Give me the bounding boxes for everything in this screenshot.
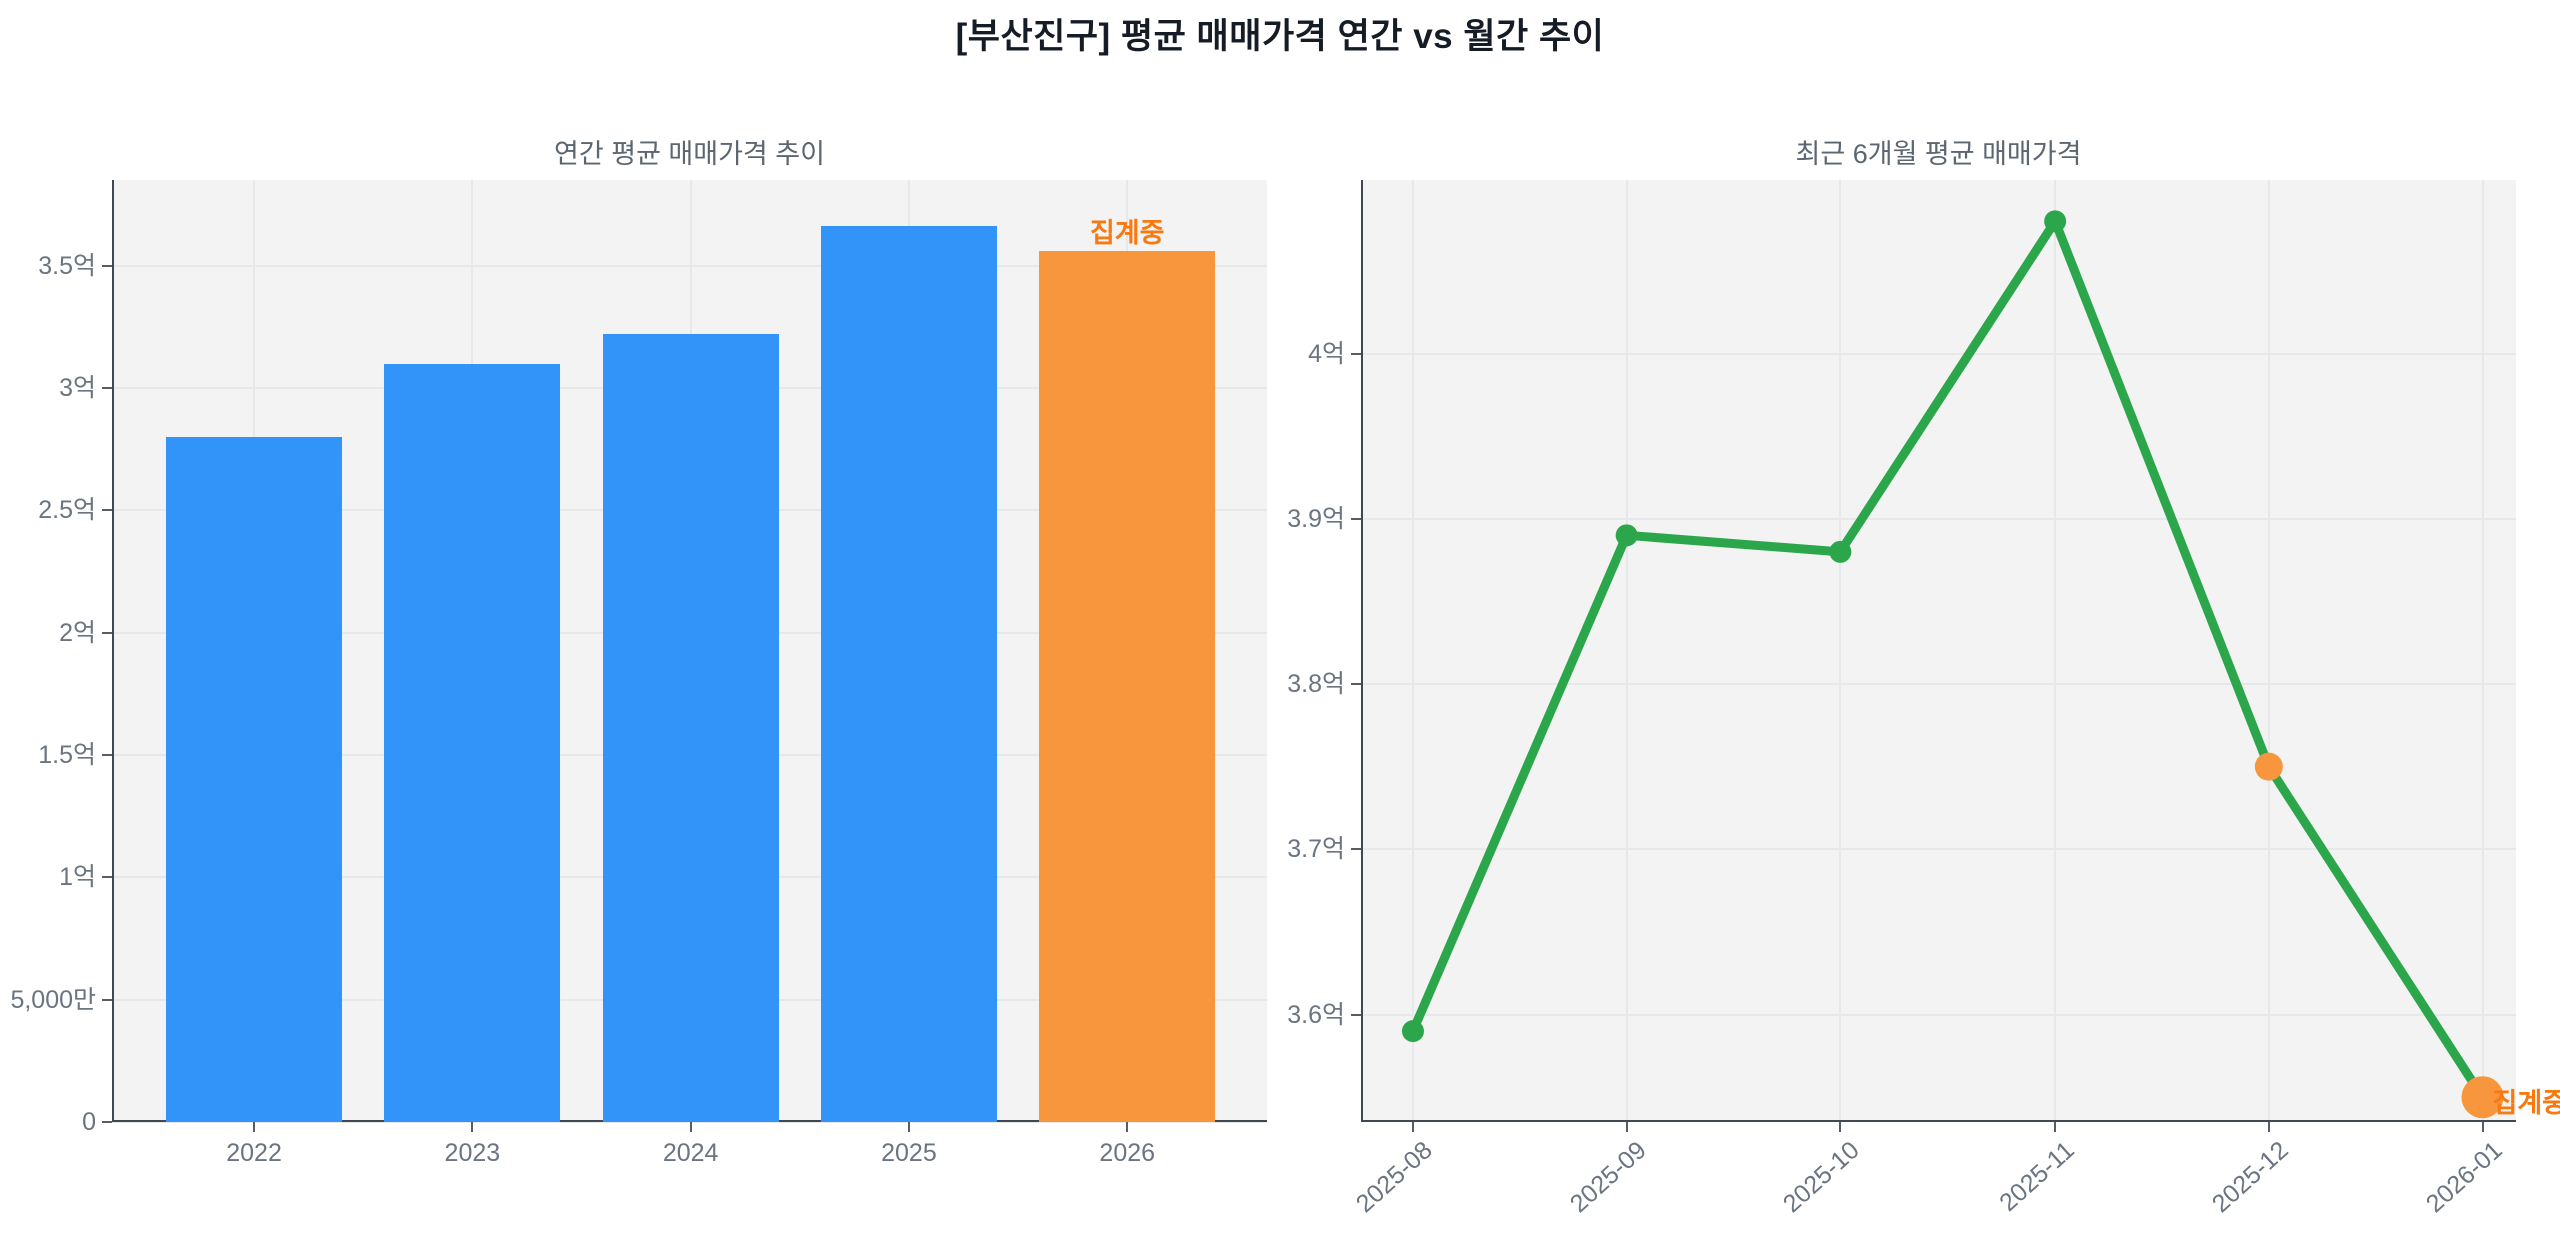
gridline-horizontal [112, 1121, 1267, 1123]
x-axis-tick-label: 2026-01 [2420, 1136, 2508, 1219]
line-chart-plot-area [1361, 180, 2516, 1122]
y-tickmark [102, 386, 112, 389]
x-axis-tick-label: 2022 [226, 1139, 282, 1167]
x-axis-tick-label: 2025 [881, 1139, 937, 1167]
bar-2024 [602, 334, 779, 1122]
y-tickmark [102, 264, 112, 267]
line-chart-title: 최근 6개월 평균 매매가격 [1795, 139, 2082, 169]
x-axis-spine [1361, 1120, 2516, 1122]
x-tickmark [2267, 1122, 2270, 1132]
gridline-vertical [2267, 180, 2270, 1122]
x-axis-tick-label: 2025-08 [1350, 1136, 1438, 1219]
y-tickmark [1351, 848, 1361, 851]
y-axis-tick-label: 2.5억 [38, 496, 96, 525]
x-tickmark [1411, 1122, 1414, 1132]
x-tickmark [907, 1122, 910, 1132]
y-axis-tick-label: 3.5억 [38, 251, 96, 280]
x-axis-tick-label: 2025-09 [1564, 1136, 1652, 1219]
x-tickmark [1839, 1122, 1842, 1132]
gridline-horizontal [1361, 517, 2516, 520]
x-tickmark [1126, 1122, 1129, 1132]
x-tickmark [2054, 1122, 2057, 1132]
gridline-vertical [1411, 180, 1414, 1122]
y-axis-tick-label: 5,000만 [10, 985, 96, 1014]
y-axis-spine [1361, 180, 1363, 1122]
bar-2025 [820, 226, 997, 1122]
trend-line [1408, 216, 2488, 1102]
y-tickmark [102, 631, 112, 634]
data-point-2025-10 [1829, 540, 1852, 563]
gridline-horizontal [1361, 683, 2516, 686]
x-tickmark [253, 1122, 256, 1132]
y-axis-tick-label: 3억 [59, 373, 96, 402]
y-axis-tick-label: 0 [82, 1108, 96, 1136]
y-axis-tick-label: 1.5억 [38, 740, 96, 769]
y-axis-tick-label: 1억 [59, 863, 96, 892]
gridline-vertical [2481, 180, 2484, 1122]
data-point-2025-11 [2044, 210, 2067, 233]
x-tickmark [471, 1122, 474, 1132]
y-axis-tick-label: 2억 [59, 618, 96, 647]
gridline-horizontal [1361, 848, 2516, 851]
data-point-2025-08 [1401, 1020, 1424, 1043]
bar-chart-title: 연간 평균 매매가격 추이 [554, 139, 825, 169]
y-tickmark [1351, 1013, 1361, 1016]
x-axis-tick-label: 2025-10 [1778, 1136, 1866, 1219]
bar-annotation-in-progress: 집계중 [1089, 217, 1165, 248]
main-title: [부산진구] 평균 매매가격 연간 vs 월간 추이 [955, 17, 1605, 56]
x-axis-tick-label: 2025-12 [2206, 1136, 2294, 1219]
gridline-vertical [1839, 180, 1842, 1122]
trend-line-chart [1401, 210, 2504, 1119]
y-tickmark [102, 998, 112, 1001]
y-tickmark [102, 753, 112, 756]
data-point-2025-09 [1615, 524, 1638, 547]
y-tickmark [102, 876, 112, 879]
y-tickmark [1351, 517, 1361, 520]
y-tickmark [102, 509, 112, 512]
y-axis-spine [112, 180, 114, 1122]
gridline-horizontal [112, 264, 1267, 267]
x-tickmark [1625, 1122, 1628, 1132]
x-axis-tick-label: 2025-11 [1994, 1136, 2080, 1217]
x-tickmark [689, 1122, 692, 1132]
y-axis-tick-label: 3.6억 [1287, 1000, 1345, 1029]
gridline-horizontal [1361, 352, 2516, 355]
y-axis-tick-label: 3.7억 [1287, 835, 1345, 864]
bar-2026 [1039, 250, 1216, 1122]
x-axis-tick-label: 2026 [1099, 1139, 1156, 1167]
y-axis-tick-label: 3.9억 [1287, 504, 1345, 533]
y-tickmark [1351, 683, 1361, 686]
y-axis-tick-label: 3.8억 [1287, 670, 1345, 699]
x-axis-tick-label: 2024 [662, 1139, 719, 1167]
bar-2023 [384, 363, 561, 1122]
y-tickmark [102, 1121, 112, 1123]
line-annotation-in-progress: 집계중 [2492, 1088, 2560, 1119]
gridline-vertical [2054, 180, 2057, 1122]
data-point-2025-12 [2254, 752, 2283, 781]
bar-2022 [166, 436, 343, 1122]
x-tickmark [2481, 1122, 2484, 1132]
data-point-2026-01 [2461, 1076, 2504, 1119]
gridline-horizontal [1361, 1013, 2516, 1016]
y-axis-tick-label: 4억 [1308, 339, 1345, 368]
gridline-vertical [1625, 180, 1628, 1122]
y-tickmark [1351, 352, 1361, 355]
x-axis-tick-label: 2023 [444, 1139, 501, 1167]
